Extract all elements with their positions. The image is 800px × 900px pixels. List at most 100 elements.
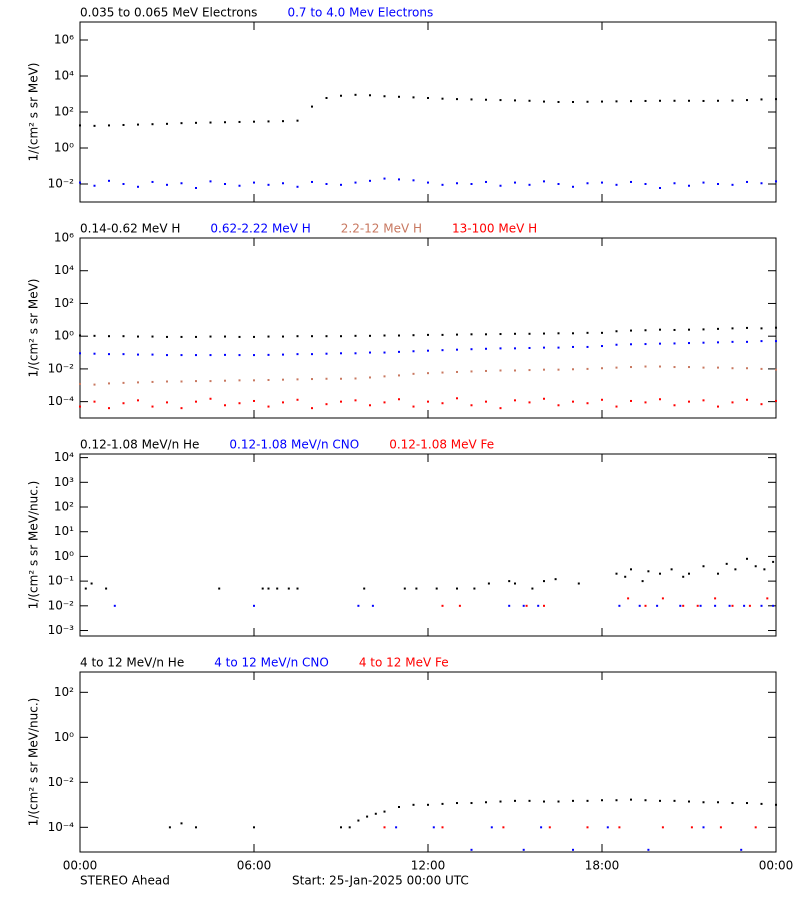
data-point bbox=[311, 378, 313, 381]
data-point bbox=[499, 369, 502, 372]
y-tick-label: 10⁰ bbox=[54, 329, 74, 343]
data-point bbox=[763, 568, 766, 571]
data-point bbox=[661, 826, 664, 829]
data-point bbox=[485, 333, 487, 336]
data-point bbox=[282, 353, 284, 356]
data-point bbox=[490, 826, 493, 829]
data-point bbox=[137, 123, 139, 126]
data-point bbox=[688, 342, 690, 345]
data-point bbox=[627, 597, 630, 600]
data-point bbox=[166, 335, 168, 338]
plot-frame bbox=[79, 21, 777, 203]
y-tick-label: 10⁴ bbox=[54, 450, 74, 464]
data-point bbox=[522, 848, 525, 851]
data-point bbox=[746, 99, 748, 102]
data-point bbox=[714, 604, 717, 607]
x-tick-label: 18:00 bbox=[585, 859, 620, 873]
data-point bbox=[499, 347, 502, 350]
series bbox=[395, 826, 743, 851]
data-point bbox=[644, 183, 647, 185]
data-point bbox=[108, 179, 110, 182]
y-tick-label: 10⁻³ bbox=[48, 623, 75, 637]
data-point bbox=[354, 352, 357, 355]
data-point bbox=[572, 332, 574, 335]
data-point bbox=[543, 800, 545, 803]
data-point bbox=[456, 587, 458, 590]
data-point bbox=[340, 377, 342, 380]
data-point bbox=[586, 402, 589, 405]
data-point bbox=[151, 353, 154, 356]
data-point bbox=[659, 398, 661, 401]
data-point bbox=[586, 367, 589, 370]
data-point bbox=[630, 180, 632, 183]
data-point bbox=[586, 799, 589, 802]
x-tick-label: 00:00 bbox=[759, 859, 794, 873]
data-point bbox=[432, 826, 435, 829]
data-point bbox=[282, 378, 284, 381]
data-point bbox=[514, 799, 516, 802]
series bbox=[79, 326, 777, 338]
data-point bbox=[670, 568, 673, 571]
data-point bbox=[746, 802, 748, 805]
data-point bbox=[531, 587, 534, 590]
y-tick-label: 10⁰ bbox=[54, 141, 74, 155]
data-point bbox=[470, 333, 473, 336]
data-point bbox=[427, 400, 429, 403]
data-point bbox=[731, 401, 734, 404]
y-tick-label: 10⁴ bbox=[54, 69, 74, 83]
data-point bbox=[499, 800, 502, 803]
data-point bbox=[473, 587, 476, 590]
data-point bbox=[775, 326, 777, 329]
data-point bbox=[659, 572, 661, 575]
data-point bbox=[601, 799, 603, 802]
data-point bbox=[601, 345, 603, 348]
plot-frame bbox=[79, 671, 777, 853]
data-point bbox=[586, 182, 589, 185]
data-point bbox=[357, 604, 360, 607]
series bbox=[84, 557, 775, 590]
data-point bbox=[644, 343, 647, 346]
data-point bbox=[180, 335, 183, 338]
data-point bbox=[224, 379, 226, 382]
data-point bbox=[253, 379, 255, 382]
data-point bbox=[485, 400, 487, 403]
data-point bbox=[525, 604, 528, 607]
plot-frame bbox=[79, 237, 777, 419]
data-point bbox=[766, 597, 769, 600]
data-point bbox=[543, 604, 545, 607]
data-point bbox=[746, 398, 748, 401]
data-point bbox=[340, 94, 342, 97]
data-point bbox=[702, 328, 705, 331]
data-point bbox=[577, 582, 580, 585]
data-point bbox=[325, 352, 328, 355]
data-point bbox=[108, 335, 110, 338]
data-point bbox=[601, 331, 603, 334]
data-point bbox=[673, 99, 676, 102]
data-point bbox=[543, 100, 545, 103]
y-tick-label: 10² bbox=[54, 500, 74, 514]
data-point bbox=[253, 604, 255, 607]
data-point bbox=[296, 185, 299, 188]
data-point bbox=[572, 368, 574, 371]
data-point bbox=[340, 826, 342, 829]
series bbox=[79, 93, 777, 127]
data-point bbox=[647, 570, 650, 573]
y-axis-label: 1/(cm² s sr MeV/nuc.) bbox=[27, 481, 41, 610]
data-point bbox=[383, 826, 386, 829]
x-tick-label: 06:00 bbox=[237, 859, 272, 873]
data-point bbox=[166, 401, 168, 404]
data-point bbox=[195, 354, 197, 357]
data-point bbox=[717, 99, 719, 102]
data-point bbox=[340, 400, 342, 403]
data-point bbox=[760, 604, 763, 607]
data-point bbox=[325, 377, 328, 380]
data-point bbox=[630, 798, 632, 801]
data-point bbox=[383, 177, 386, 180]
data-point bbox=[514, 181, 516, 184]
data-point bbox=[427, 181, 429, 184]
data-point bbox=[731, 327, 734, 330]
data-point bbox=[572, 848, 574, 851]
data-point bbox=[354, 93, 357, 96]
data-point bbox=[615, 799, 618, 802]
data-point bbox=[296, 378, 299, 381]
